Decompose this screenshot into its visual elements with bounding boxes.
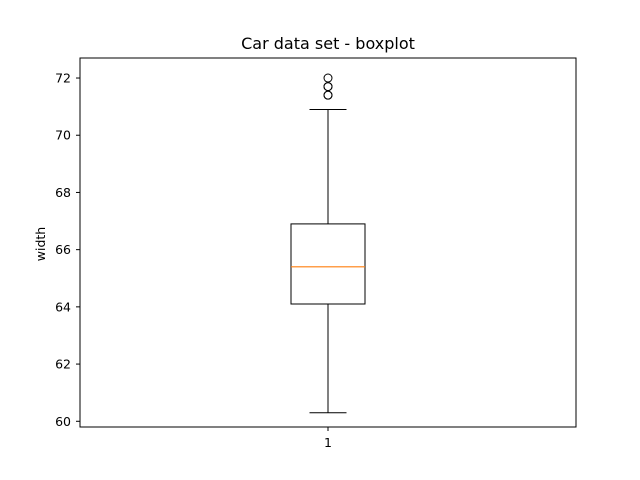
y-tick-label: 62: [55, 357, 71, 372]
chart-title: Car data set - boxplot: [241, 34, 415, 53]
y-tick-label: 66: [55, 242, 71, 257]
y-tick-label: 70: [55, 128, 71, 143]
iqr-box: [290, 223, 366, 305]
outlier-point: [323, 90, 333, 100]
plot-area: 60 62 64 66 68 70 72 1: [55, 57, 577, 450]
y-tick-label: 72: [55, 71, 71, 86]
y-tick-label: 60: [55, 414, 71, 429]
x-tick-label: 1: [324, 435, 332, 450]
y-tick-label: 64: [55, 299, 71, 314]
outlier-point: [323, 73, 333, 83]
y-axis-label: width: [33, 227, 48, 261]
y-tick-label: 68: [55, 185, 71, 200]
outlier-point: [323, 82, 333, 92]
